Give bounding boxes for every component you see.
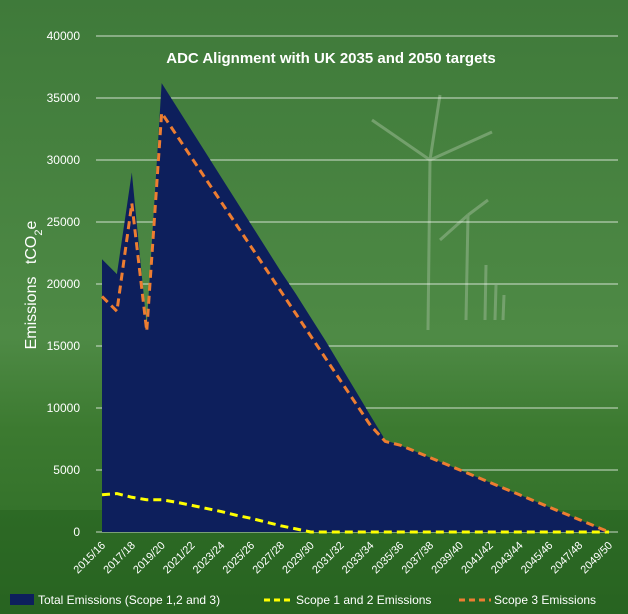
legend-label-scope3: Scope 3 Emissions [494,593,596,607]
x-tick-label: 2039/40 [429,540,466,577]
x-tick-label: 2045/46 [519,540,556,577]
y-tick-label: 35000 [47,91,81,105]
x-tick-label: 2023/24 [191,540,228,577]
x-tick-label: 2021/22 [161,540,198,577]
x-axis-ticks: 2015/162017/182019/202021/222023/242025/… [72,540,616,577]
chart-title: ADC Alignment with UK 2035 and 2050 targ… [166,50,496,67]
x-tick-label: 2035/36 [370,540,407,577]
y-tick-label: 15000 [47,339,81,353]
series-scope12-line [101,492,609,534]
y-tick-label: 0 [73,525,80,539]
y-tick-label: 30000 [47,153,81,167]
line-layer [100,111,610,534]
legend-swatch-total [10,594,34,605]
x-tick-label: 2049/50 [579,540,616,577]
x-tick-label: 2017/18 [101,540,138,577]
x-tick-label: 2037/38 [400,540,437,577]
legend-label-total: Total Emissions (Scope 1,2 and 3) [38,593,220,607]
x-tick-label: 2027/28 [250,540,287,577]
legend: Total Emissions (Scope 1,2 and 3) Scope … [10,593,596,607]
x-tick-label: 2047/48 [549,540,586,577]
y-axis-label-unit-sub: 2 [33,229,45,235]
legend-label-scope12: Scope 1 and 2 Emissions [296,593,431,607]
series-scope3-line [100,111,610,534]
x-tick-label: 2025/26 [221,540,258,577]
y-tick-label: 25000 [47,215,81,229]
y-axis-ticks: 0 5000 10000 15000 20000 25000 30000 35000 40000 [47,29,81,539]
area-layer [102,83,609,533]
y-tick-label: 40000 [47,29,81,43]
x-tick-label: 2031/32 [310,540,347,577]
y-axis-label: Emissions tCO2e [23,220,45,349]
x-tick-label: 2029/30 [280,540,317,577]
x-tick-label: 2015/16 [72,540,109,577]
y-tick-label: 5000 [53,463,80,477]
y-tick-label: 20000 [47,277,81,291]
x-tick-label: 2043/44 [489,540,526,577]
y-axis-label-unit-suffix: e [23,220,40,229]
y-axis-label-unit: tCO [23,236,40,264]
x-tick-label: 2041/42 [459,540,496,577]
x-tick-label: 2019/20 [131,540,168,577]
y-tick-label: 10000 [47,401,81,415]
x-tick-label: 2033/34 [340,540,377,577]
y-axis-label-main: Emissions [23,277,40,350]
series-total-area [102,83,609,533]
